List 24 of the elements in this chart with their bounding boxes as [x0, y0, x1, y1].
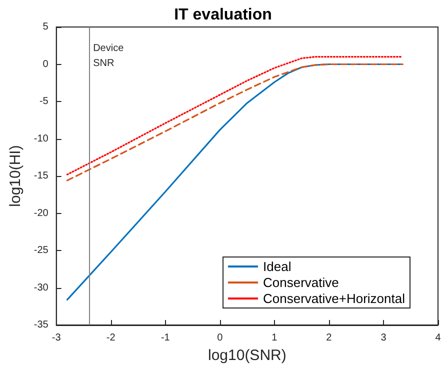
y-tick-label: -10	[34, 133, 49, 144]
y-tick-label: 5	[42, 22, 49, 32]
y-tick-label: -5	[39, 96, 49, 107]
y-tick-label: -25	[34, 245, 49, 256]
x-tick-label: 2	[326, 332, 332, 344]
x-tick-label: 4	[435, 332, 442, 344]
y-tick-label: -35	[34, 320, 49, 330]
y-tick-label: 0	[42, 58, 49, 70]
chart-title: IT evaluation	[174, 6, 272, 24]
legend-label: Ideal	[263, 259, 292, 274]
ref-line-label: Device SNR	[93, 43, 124, 69]
y-axis-title: log10(HI)	[7, 145, 24, 207]
y-tick-label: -30	[34, 282, 49, 294]
y-tick-label: -15	[34, 170, 49, 182]
x-axis-title: log10(SNR)	[208, 346, 286, 364]
y-tick-label: -20	[34, 208, 49, 219]
x-tick-label: -2	[106, 332, 116, 344]
x-tick-label: 1	[272, 332, 278, 344]
x-tick-label: -1	[160, 332, 170, 344]
legend-label: Conservative	[263, 275, 339, 290]
legend-label: Conservative+Horizontal	[263, 291, 406, 306]
x-tick-label: 3	[380, 332, 387, 344]
x-tick-label: 0	[217, 332, 224, 344]
x-tick-label: -3	[52, 332, 62, 344]
